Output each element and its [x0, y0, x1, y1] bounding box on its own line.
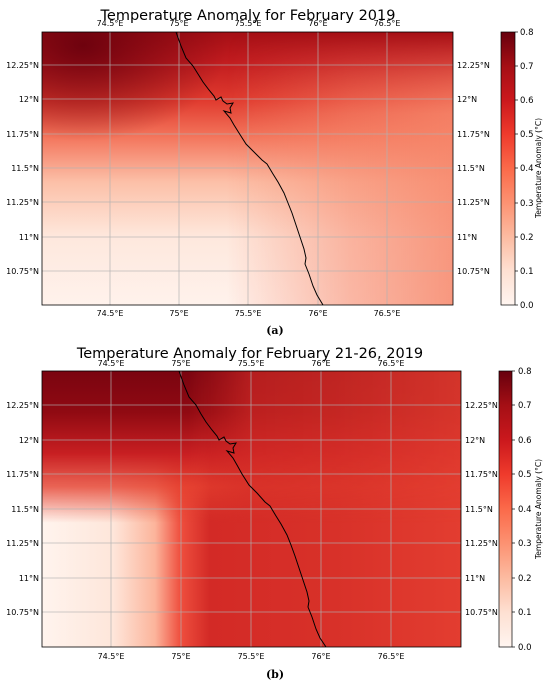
lat-tick-label: 11.75°N	[457, 130, 490, 139]
lat-tick-label: 10.75°N	[6, 608, 39, 617]
colorbar-tick-label: 0.7	[520, 62, 534, 72]
lon-tick-label: 76°E	[311, 652, 330, 661]
lat-tick-label: 11°N	[465, 574, 485, 583]
colorbar-tick-label: 0.4	[520, 164, 534, 174]
panel-a-colorbar: 0.0 0.1 0.2 0.3 0.4 0.5 0.6 0.7 0.8 Temp…	[500, 28, 543, 311]
colorbar-tick-label: 0.3	[518, 539, 532, 549]
lat-tick-label: 11°N	[19, 574, 39, 583]
lon-tick-label: 76.5°E	[378, 652, 405, 661]
colorbar-tick-label: 0.0	[520, 301, 534, 311]
lon-tick-label: 74.5°E	[98, 359, 125, 368]
lat-tick-label: 12.25°N	[457, 61, 490, 70]
colorbar-ticks	[515, 31, 518, 306]
colorbar-tick-label: 0.1	[518, 608, 532, 618]
lon-tick-label: 75.5°E	[238, 359, 265, 368]
lon-tick-label: 76.5°E	[374, 309, 401, 318]
lat-tick-label: 12°N	[19, 436, 39, 445]
lat-tick-label: 10.75°N	[457, 267, 490, 276]
lon-tick-label: 75°E	[169, 309, 188, 318]
panel-a-heatmap	[42, 32, 453, 305]
colorbar-tick-label: 0.2	[518, 574, 532, 584]
lat-tick-label: 11.5°N	[11, 505, 39, 514]
lat-tick-label: 11.75°N	[465, 470, 498, 479]
lon-tick-label: 76°E	[311, 359, 330, 368]
colorbar-tick-label: 0.0	[518, 643, 532, 653]
lon-tick-label: 75°E	[169, 19, 188, 28]
lat-tick-label: 11.25°N	[465, 539, 498, 548]
panel-b-right-lat-ticks: 12.25°N 12°N 11.75°N 11.5°N 11.25°N 11°N…	[465, 401, 498, 617]
colorbar-tick-label: 0.5	[520, 130, 534, 140]
colorbar-tick-label: 0.2	[520, 233, 534, 243]
colorbar-tick-label: 0.8	[520, 28, 534, 38]
panel-b-top-lon-ticks: 74.5°E 75°E 75.5°E 76°E 76.5°E	[98, 359, 405, 368]
lat-tick-label: 11°N	[19, 233, 39, 242]
lon-tick-label: 75.5°E	[235, 19, 262, 28]
panel-b-caption: (b)	[266, 668, 284, 681]
colorbar-label: Temperature Anomaly (°C)	[534, 118, 543, 219]
colorbar-tick-label: 0.3	[520, 199, 534, 209]
panel-a-top-lon-ticks: 74.5°E 75°E 75.5°E 76°E 76.5°E	[97, 19, 401, 28]
colorbar-label: Temperature Anomaly (°C)	[534, 459, 543, 560]
colorbar-tick-label: 0.1	[520, 267, 534, 277]
panel-b-gridlines	[42, 371, 461, 647]
colorbar-ticks	[512, 370, 515, 648]
lat-tick-label: 12.25°N	[6, 61, 39, 70]
lat-tick-label: 11.25°N	[457, 198, 490, 207]
lon-tick-label: 74.5°E	[98, 652, 125, 661]
lon-tick-label: 74.5°E	[97, 309, 124, 318]
panel-a-left-lat-ticks: 12.25°N 12°N 11.75°N 11.5°N 11.25°N 11°N…	[6, 61, 39, 276]
lon-tick-label: 76°E	[308, 19, 327, 28]
lon-tick-label: 75.5°E	[238, 652, 265, 661]
lat-tick-label: 11.25°N	[6, 198, 39, 207]
panel-b-coastline	[178, 371, 327, 647]
lat-tick-label: 11.75°N	[6, 470, 39, 479]
lat-tick-label: 12°N	[457, 95, 477, 104]
panel-a-bottom-lon-ticks: 74.5°E 75°E 75.5°E 76°E 76.5°E	[97, 309, 401, 318]
lon-tick-label: 75°E	[171, 359, 190, 368]
lat-tick-label: 12.25°N	[465, 401, 498, 410]
panel-b-title: Temperature Anomaly for February 21-26, …	[76, 346, 423, 362]
lon-tick-label: 76.5°E	[374, 19, 401, 28]
colorbar-tick-label: 0.4	[518, 505, 532, 515]
panel-a-caption: (a)	[266, 324, 284, 337]
lat-tick-label: 11.5°N	[465, 505, 493, 514]
panel-b-left-lat-ticks: 12.25°N 12°N 11.75°N 11.5°N 11.25°N 11°N…	[6, 401, 39, 617]
panel-b-bottom-lon-ticks: 74.5°E 75°E 75.5°E 76°E 76.5°E	[98, 652, 405, 661]
panel-a-right-lat-ticks: 12.25°N 12°N 11.75°N 11.5°N 11.25°N 11°N…	[457, 61, 490, 276]
colorbar-tick-label: 0.6	[520, 96, 534, 106]
colorbar-tick-label: 0.8	[518, 367, 532, 377]
lat-tick-label: 12°N	[465, 436, 485, 445]
lon-tick-label: 74.5°E	[97, 19, 124, 28]
lon-tick-label: 76°E	[308, 309, 327, 318]
lon-tick-label: 75°E	[171, 652, 190, 661]
panel-a-frame	[41, 31, 454, 306]
colorbar-tick-label: 0.7	[518, 401, 532, 411]
panel-b: Temperature Anomaly for February 21-26, …	[6, 346, 543, 681]
panel-a-title: Temperature Anomaly for February 2019	[100, 8, 396, 24]
lon-tick-label: 75.5°E	[235, 309, 262, 318]
lat-tick-label: 10.75°N	[6, 267, 39, 276]
panel-a: Temperature Anomaly for February 2019 74…	[6, 8, 543, 337]
panel-b-colorbar: 0.0 0.1 0.2 0.3 0.4 0.5 0.6 0.7 0.8 Temp…	[498, 367, 543, 653]
colorbar-tick-label: 0.5	[518, 470, 532, 480]
lon-tick-label: 76.5°E	[378, 359, 405, 368]
lat-tick-label: 11.5°N	[457, 164, 485, 173]
lat-tick-label: 12°N	[19, 95, 39, 104]
lat-tick-label: 10.75°N	[465, 608, 498, 617]
panel-a-coastline	[175, 32, 324, 305]
panel-b-frame	[41, 370, 462, 648]
lat-tick-label: 11.5°N	[11, 164, 39, 173]
lat-tick-label: 11.75°N	[6, 130, 39, 139]
lat-tick-label: 12.25°N	[6, 401, 39, 410]
lat-tick-label: 11.25°N	[6, 539, 39, 548]
panel-a-gridlines	[42, 32, 453, 305]
colorbar-tick-label: 0.6	[518, 436, 532, 446]
lat-tick-label: 11°N	[457, 233, 477, 242]
